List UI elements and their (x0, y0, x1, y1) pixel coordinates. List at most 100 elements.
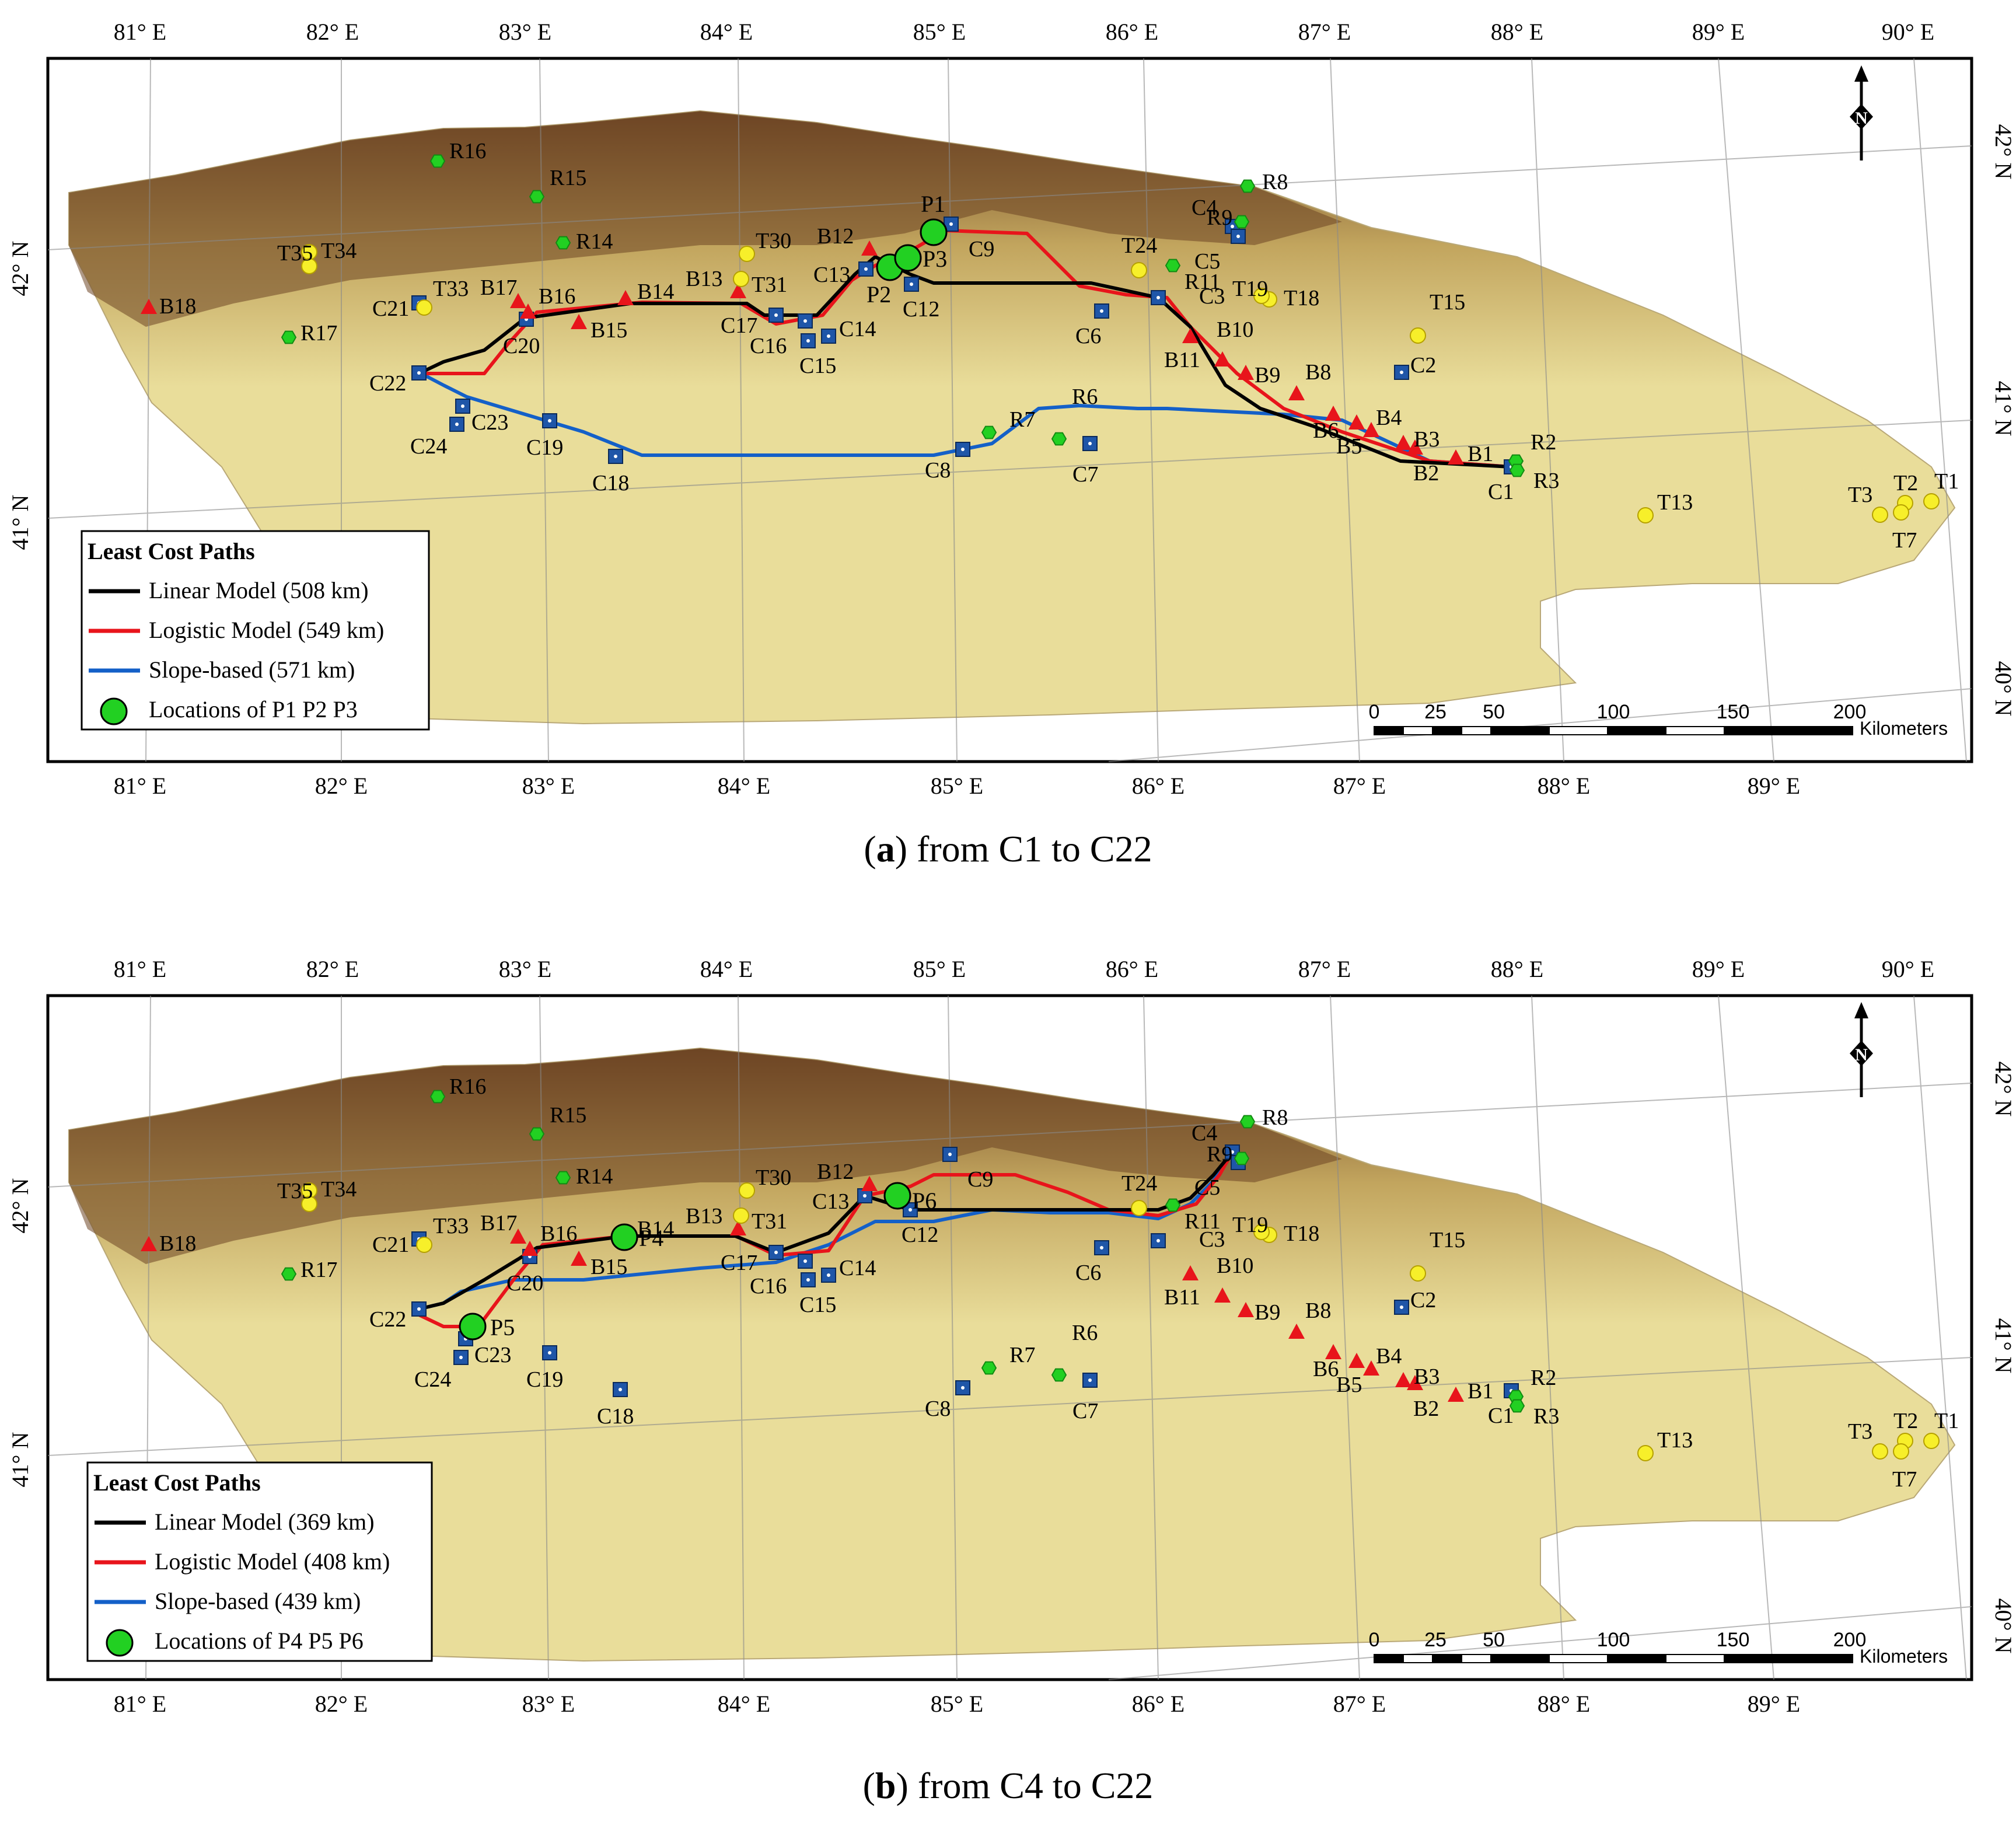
green-site-marker (529, 190, 545, 204)
location-point-marker (610, 1223, 638, 1251)
site-label-c24: C24 (414, 1367, 451, 1392)
location-point-label: P2 (867, 281, 891, 308)
scale-bar-segment (1724, 726, 1853, 735)
square-site-dot (417, 1307, 421, 1311)
site-label-r15: R15 (550, 1103, 586, 1128)
triangle-site-marker (141, 299, 157, 314)
meridian (539, 995, 549, 1680)
legend-item-label: Locations of P1 P2 P3 (149, 696, 358, 722)
site-label-c9: C9 (967, 1167, 993, 1192)
site-label-t34: T34 (321, 239, 357, 263)
site-label-c7: C7 (1072, 462, 1098, 487)
yellow-site-marker (1872, 1443, 1888, 1460)
square-site-dot (961, 448, 965, 451)
site-label-r11: R11 (1185, 270, 1221, 294)
meridian (1913, 995, 1967, 1680)
parallel-42 (47, 145, 1972, 250)
scale-bar-segment (1374, 726, 1404, 735)
parallel-42 (47, 1083, 1972, 1188)
north-arrow-head (1854, 65, 1868, 82)
lon-label-top: 90° E (1882, 19, 1934, 45)
green-site-marker (1509, 1399, 1525, 1413)
site-label-t33: T33 (433, 1214, 469, 1238)
triangle-site-marker (510, 293, 526, 308)
yellow-site-marker (739, 1182, 755, 1199)
site-label-t31: T31 (752, 273, 787, 297)
yellow-site-marker (1253, 288, 1270, 304)
triangle-site-marker (730, 283, 746, 298)
square-site-marker (1094, 303, 1109, 319)
scale-bar-unit: Kilometers (1860, 718, 1948, 739)
site-label-t13: T13 (1657, 1428, 1693, 1453)
site-label-t13: T13 (1657, 490, 1693, 515)
site-label-r11: R11 (1185, 1209, 1221, 1234)
site-label-c6: C6 (1075, 324, 1101, 348)
triangle-site-marker (861, 240, 878, 256)
lon-label-top: 86° E (1106, 956, 1158, 982)
lon-label-top: 87° E (1298, 956, 1351, 982)
green-site-marker (1165, 259, 1181, 273)
square-site-marker (542, 1345, 557, 1360)
tianshan-mountains (69, 111, 1342, 327)
lon-label-bottom: 85° E (931, 773, 983, 799)
legend-title: Least Cost Paths (88, 538, 255, 564)
site-label-b8: B8 (1305, 1299, 1331, 1323)
map-b: 81° E 82° E 83° E 84° E 85° E 86° E 87° E 88° E… (7, 956, 2016, 1717)
site-label-r14: R14 (576, 229, 613, 254)
north-arrow-diamond (1850, 104, 1873, 130)
legend-item-label: Slope-based (571 km) (149, 657, 355, 683)
square-site-dot (548, 419, 551, 423)
site-label-t24: T24 (1121, 1171, 1157, 1196)
square-site-dot (455, 423, 459, 426)
lon-label-top: 89° E (1692, 19, 1745, 45)
scale-bar-segment (1432, 1654, 1462, 1663)
square-site-dot (459, 1356, 463, 1359)
site-label-r2: R2 (1531, 1366, 1556, 1390)
yellow-site-marker (1637, 507, 1654, 523)
lon-label-top: 84° E (700, 19, 753, 45)
lon-label-top: 85° E (913, 956, 966, 982)
site-label-c17: C17 (721, 1251, 757, 1275)
square-site-dot (774, 1251, 778, 1254)
site-label-c12: C12 (902, 1223, 938, 1247)
site-label-c8: C8 (925, 1397, 951, 1421)
square-site-dot (949, 222, 953, 226)
triangle-site-marker (1348, 414, 1365, 430)
site-label-t15: T15 (1430, 290, 1465, 315)
meridian (948, 995, 958, 1680)
scale-bar-tick: 100 (1597, 1629, 1630, 1651)
site-label-b12: B12 (817, 1160, 854, 1184)
site-label-t30: T30 (756, 1165, 791, 1190)
square-site-dot (864, 267, 868, 271)
site-label-t33: T33 (433, 277, 469, 301)
site-label-t30: T30 (756, 229, 791, 253)
site-label-b1: B1 (1468, 442, 1493, 466)
meridian (738, 58, 745, 762)
scale-bar-tick: 25 (1424, 701, 1447, 723)
scale-bar-segment (1549, 1654, 1608, 1663)
scale-bar-segment (1461, 1654, 1491, 1663)
location-point-marker (459, 1313, 487, 1341)
square-site-dot (1157, 296, 1160, 299)
square-site-dot (1088, 1378, 1092, 1382)
green-site-marker (281, 330, 297, 344)
site-label-b3: B3 (1414, 1364, 1439, 1389)
yellow-site-marker (301, 258, 317, 274)
site-label-b6: B6 (1313, 418, 1339, 443)
caption-text: from C1 to C22 (907, 828, 1152, 870)
lat-label-left: 42° N (7, 1178, 33, 1234)
location-point-label: P4 (639, 1225, 663, 1251)
site-label-c4: C4 (1192, 196, 1217, 220)
site-label-b13: B13 (686, 1204, 722, 1228)
triangle-site-marker (861, 1176, 878, 1191)
site-label-c4: C4 (1192, 1121, 1217, 1146)
green-site-marker (429, 154, 446, 168)
site-label-c23: C23 (471, 410, 508, 435)
green-site-marker (555, 236, 571, 250)
lon-label-bottom: 82° E (315, 773, 368, 799)
scale-bar-segment (1665, 1654, 1725, 1663)
legend-title: Least Cost Paths (93, 1470, 261, 1496)
green-site-marker (555, 1171, 571, 1185)
yellow-site-marker (1923, 493, 1940, 509)
site-label-c22: C22 (369, 1307, 406, 1332)
